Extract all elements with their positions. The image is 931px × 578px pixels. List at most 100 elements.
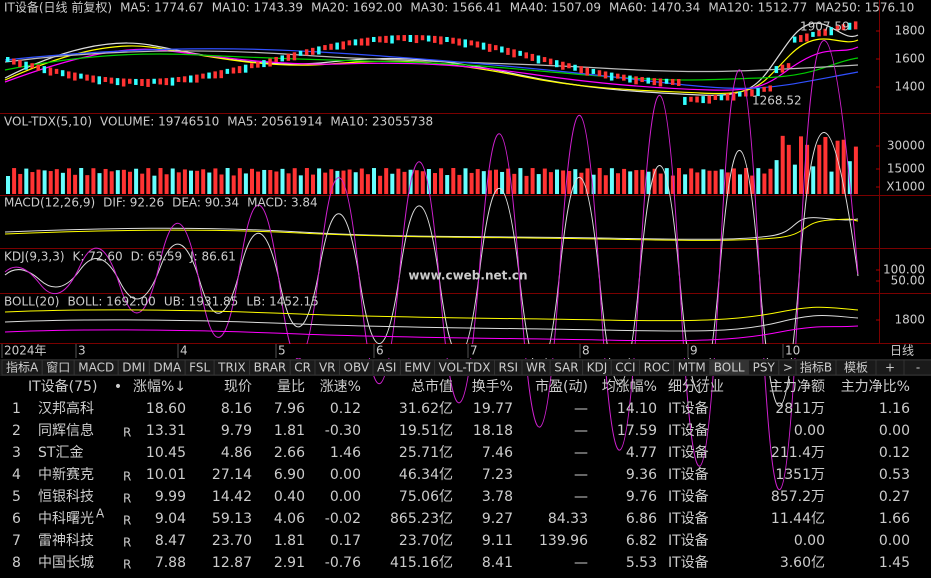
cell: —	[574, 467, 588, 483]
stock-name[interactable]: 恒银科技	[38, 489, 94, 505]
cell: —	[574, 423, 588, 439]
indicator-value: LB: 1452.15	[246, 295, 318, 309]
stock-name[interactable]: 中国长城	[38, 555, 94, 571]
tab-label[interactable]: BRAR	[254, 361, 287, 375]
row-number: 5	[12, 489, 21, 505]
tab-label[interactable]: FSL	[189, 361, 210, 375]
tab-label[interactable]: VR	[319, 361, 336, 375]
tab-label[interactable]: SAR	[554, 361, 578, 375]
cell: 211.4万	[771, 445, 825, 461]
indicator-value: D: 65.59	[131, 250, 182, 264]
column-header[interactable]: 均涨幅%	[602, 379, 657, 395]
tab-label[interactable]: >	[783, 361, 793, 375]
timeline-bar	[0, 344, 931, 358]
cell: 1.81	[274, 533, 305, 549]
column-header[interactable]: 总市值	[411, 378, 453, 395]
row-number: 3	[12, 445, 21, 461]
cell: 0.12	[879, 445, 910, 461]
tab-label[interactable]: CR	[294, 361, 311, 375]
row-number: 8	[12, 555, 21, 571]
tab-label[interactable]: DMI	[122, 361, 145, 375]
cell: 0.40	[274, 489, 305, 505]
cell: 4.77	[626, 445, 657, 461]
panel-title: IT设备(日线 前复权)	[4, 0, 112, 15]
cell: 18.60	[146, 401, 186, 417]
tab-label[interactable]: RSI	[499, 361, 519, 375]
tab-label[interactable]: VOL-TDX	[439, 361, 491, 375]
stock-name[interactable]: 同辉信息	[38, 422, 94, 439]
tab-label[interactable]: TRIX	[217, 361, 245, 375]
cell: 415.16亿	[390, 555, 453, 571]
tab[interactable]	[903, 359, 931, 376]
panel-title: VOL-TDX(5,10)	[4, 115, 92, 129]
tab-label[interactable]: MACD	[78, 361, 114, 375]
indicator-value: VOLUME: 19746510	[100, 115, 219, 129]
cell: 0.17	[330, 533, 361, 549]
tab-label[interactable]: BOLL	[714, 361, 745, 375]
cell: 5.53	[626, 555, 657, 571]
low-label: 1268.52	[752, 94, 802, 108]
tab-label[interactable]: 模板	[844, 361, 868, 375]
column-header[interactable]: 市盈(动)	[535, 378, 588, 395]
tab-label[interactable]: OBV	[344, 361, 370, 375]
cell: 4.86	[221, 445, 252, 461]
cell: 11.44亿	[771, 511, 825, 527]
tab-label[interactable]: DMA	[153, 361, 182, 375]
indicator-value: MA120: 1512.77	[708, 1, 807, 15]
column-header[interactable]: 细分行业	[668, 379, 724, 395]
y-tick-label: 1400	[894, 80, 925, 94]
tab-label[interactable]: -	[916, 361, 920, 375]
tab-label[interactable]: KDJ	[587, 361, 608, 375]
cell: 19.51亿	[399, 423, 453, 439]
stock-name[interactable]: 雷神科技	[38, 533, 94, 549]
tab-label[interactable]: ROC	[644, 361, 670, 375]
stock-name[interactable]: 中科曙光	[38, 511, 94, 527]
column-header[interactable]: 换手%	[472, 378, 513, 395]
watermark: www.cweb.net.cn	[408, 269, 527, 283]
tab-label[interactable]: PSY	[753, 361, 776, 375]
cell: 25.71亿	[399, 445, 453, 461]
column-header[interactable]: •	[114, 379, 122, 395]
tab-label[interactable]: 指标A	[6, 360, 39, 375]
column-header[interactable]: 主力净额	[769, 379, 825, 395]
panel-borders	[0, 0, 931, 344]
cell: 17.59	[617, 423, 657, 439]
stock-name[interactable]: 中新赛克	[38, 467, 94, 483]
tab-label[interactable]: WR	[526, 361, 546, 375]
high-label: 1907.59	[800, 20, 850, 34]
cell: 59.13	[212, 511, 252, 527]
column-header[interactable]: IT设备(75)	[28, 378, 97, 395]
cell: 0.12	[330, 401, 361, 417]
tab-label[interactable]: 指标B	[800, 360, 832, 375]
column-header[interactable]: 现价	[224, 379, 252, 395]
cell: 14.42	[212, 489, 252, 505]
tab-label[interactable]: EMV	[404, 361, 431, 375]
column-header[interactable]: 量比	[277, 379, 305, 395]
stock-name[interactable]: 汉邦高科	[38, 400, 94, 417]
cell: 10.01	[146, 467, 186, 483]
column-header[interactable]: 涨幅%↓	[133, 379, 186, 395]
cell: 139.96	[539, 533, 588, 549]
tab-label[interactable]: 窗口	[46, 361, 70, 375]
y-tick-label: 1800	[894, 313, 925, 327]
tab-label[interactable]: ASI	[377, 361, 396, 375]
column-header[interactable]: 涨速%	[320, 379, 361, 395]
cell: 0.00	[879, 423, 910, 439]
cell: 0.27	[879, 489, 910, 505]
y-tick-label: X1000	[886, 180, 925, 194]
indicator-value: UB: 1931.85	[164, 295, 239, 309]
cell: -0.02	[325, 511, 361, 527]
cell: 84.33	[548, 511, 588, 527]
indicator-value: MA250: 1576.10	[815, 1, 914, 15]
cell: 0.00	[794, 533, 825, 549]
cell: 0.00	[330, 467, 361, 483]
stock-name[interactable]: ST汇金	[38, 445, 83, 461]
column-header[interactable]: 主力净比%	[841, 379, 910, 395]
tab-label[interactable]: CCI	[615, 361, 635, 375]
cell: 8.47	[155, 533, 186, 549]
cell: 12.87	[212, 555, 252, 571]
panel-title: KDJ(9,3,3)	[4, 250, 65, 264]
tab-label[interactable]: MTM	[678, 361, 706, 375]
tab-label[interactable]: +	[885, 361, 895, 375]
